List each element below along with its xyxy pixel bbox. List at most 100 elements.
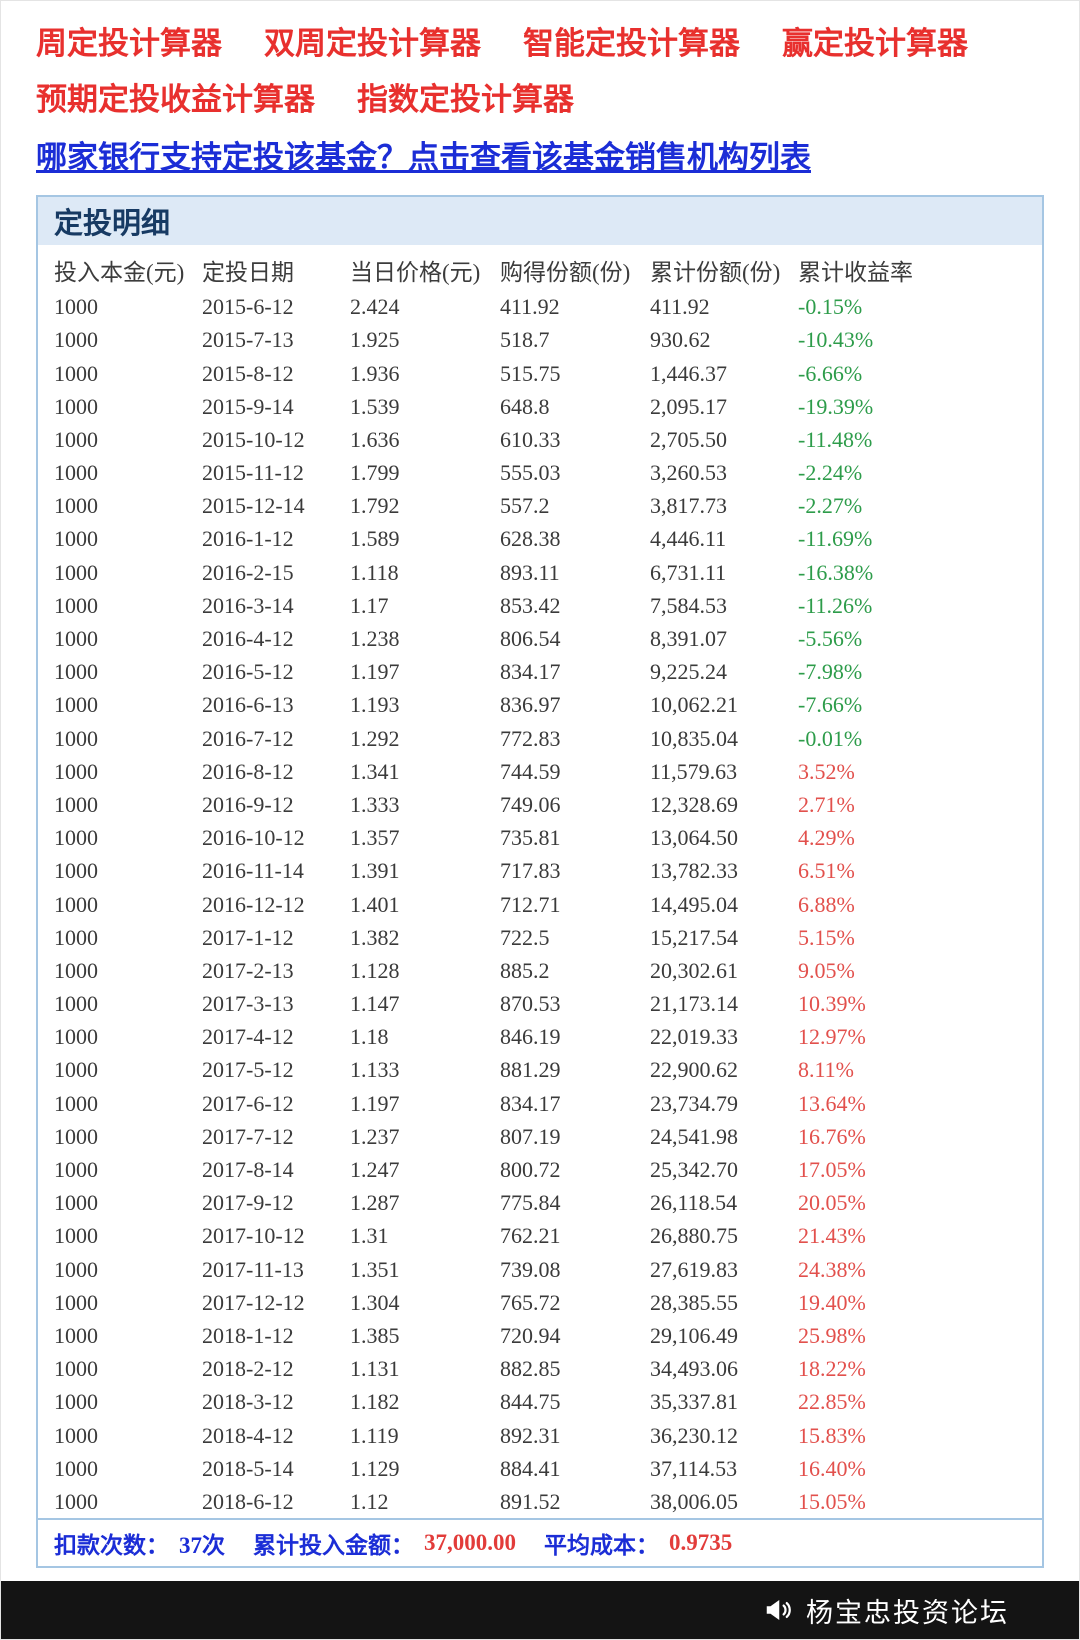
- cell-shares: 765.72: [500, 1289, 561, 1315]
- cell-shares: 885.2: [500, 957, 550, 983]
- cell-price: 1.12: [350, 1488, 389, 1514]
- cell-total-shares: 26,118.54: [650, 1190, 738, 1216]
- cell-date: 2016-9-12: [202, 791, 294, 817]
- cell-shares: 648.8: [500, 393, 550, 419]
- calculator-link[interactable]: 预期定投收益计算器: [36, 81, 315, 117]
- cell-price: 1.197: [350, 659, 400, 685]
- cell-date: 2017-9-12: [202, 1190, 294, 1216]
- cell-return: 24.38%: [798, 1256, 866, 1282]
- cell-date: 2016-12-12: [202, 891, 305, 917]
- cell-date: 2017-12-12: [202, 1289, 305, 1315]
- cell-shares: 891.52: [500, 1488, 561, 1514]
- cell-return: 21.43%: [798, 1223, 866, 1249]
- cell-return: 4.29%: [798, 825, 855, 851]
- cell-date: 2018-3-12: [202, 1389, 294, 1415]
- table-header-row: 投入本金(元) 定投日期 当日价格(元) 购得份额(份) 累计份额(份) 累计收益率: [38, 249, 1042, 291]
- cell-total-shares: 1,446.37: [650, 360, 727, 386]
- cell-total-shares: 27,619.83: [650, 1256, 738, 1282]
- cell-principal: 1000: [54, 493, 98, 519]
- table-row: 1000 2017-5-12 1.133 881.29 22,900.62 8.11%: [38, 1054, 1042, 1087]
- cell-total-shares: 38,006.05: [650, 1488, 738, 1514]
- cell-principal: 1000: [54, 426, 98, 452]
- table-row: 1000 2016-9-12 1.333 749.06 12,328.69 2.71%: [38, 788, 1042, 821]
- header-cell: 投入本金(元): [54, 259, 185, 285]
- cell-return: 18.22%: [798, 1356, 866, 1382]
- cell-return: 15.05%: [798, 1488, 866, 1514]
- cell-shares: 800.72: [500, 1157, 561, 1182]
- cell-date: 2017-11-13: [202, 1256, 304, 1282]
- cell-shares: 806.54: [500, 626, 561, 651]
- table-row: 1000 2016-10-12 1.357 735.81 13,064.50 4.29%: [38, 822, 1042, 855]
- cell-date: 2015-7-13: [202, 327, 294, 353]
- cell-total-shares: 35,337.81: [650, 1389, 738, 1415]
- cell-return: 20.05%: [798, 1190, 866, 1216]
- calculator-link[interactable]: 赢定投计算器: [782, 26, 968, 61]
- cell-date: 2017-10-12: [202, 1223, 305, 1249]
- table-body: 1000 2015-6-12 2.424 411.92 411.92 -0.15% 1000…: [38, 291, 1042, 1519]
- cell-price: 2.424: [350, 294, 400, 320]
- cell-principal: 1000: [54, 1123, 98, 1149]
- cell-date: 2018-6-12: [202, 1488, 294, 1514]
- cell-shares: 844.75: [500, 1389, 561, 1415]
- cell-date: 2015-11-12: [202, 460, 304, 486]
- cell-price: 1.333: [350, 791, 400, 817]
- cell-total-shares: 21,173.14: [650, 991, 738, 1017]
- cell-return: 2.71%: [798, 791, 855, 817]
- cell-price: 1.292: [350, 725, 400, 751]
- cell-return: 16.40%: [798, 1455, 866, 1481]
- table-row: 1000 2018-3-12 1.182 844.75 35,337.81 22.85%: [38, 1386, 1042, 1419]
- calculator-link[interactable]: 智能定投计算器: [523, 26, 740, 61]
- calculator-link[interactable]: 双周定投计算器: [264, 26, 481, 61]
- cell-shares: 884.41: [500, 1455, 561, 1481]
- cell-price: 1.31: [350, 1223, 389, 1249]
- cell-shares: 555.03: [500, 460, 561, 486]
- brand-name: 杨宝忠投资论坛: [806, 1597, 1009, 1628]
- summary-value: 37次: [179, 1533, 225, 1559]
- cell-principal: 1000: [54, 360, 98, 386]
- cell-price: 1.391: [350, 858, 400, 884]
- cell-principal: 1000: [54, 957, 98, 983]
- cell-price: 1.304: [350, 1289, 400, 1315]
- cell-return: 19.40%: [798, 1289, 866, 1315]
- bank-support-link[interactable]: 哪家银行支持定投该基金？点击查看该基金销售机构列表: [36, 139, 811, 175]
- cell-date: 2016-2-15: [202, 559, 294, 585]
- cell-date: 2017-8-14: [202, 1157, 294, 1182]
- cell-price: 1.182: [350, 1389, 400, 1415]
- cell-principal: 1000: [54, 924, 98, 950]
- calculator-link[interactable]: 指数定投计算器: [357, 81, 574, 117]
- cell-return: -16.38%: [798, 559, 874, 585]
- cell-return: -2.27%: [798, 493, 863, 519]
- cell-date: 2016-11-14: [202, 858, 304, 884]
- cell-total-shares: 23,734.79: [650, 1090, 738, 1116]
- cell-principal: 1000: [54, 1289, 98, 1315]
- cell-principal: 1000: [54, 791, 98, 817]
- cell-principal: 1000: [54, 758, 98, 784]
- cell-price: 1.792: [350, 493, 400, 519]
- cell-total-shares: 3,260.53: [650, 460, 727, 486]
- cell-return: 25.98%: [798, 1322, 866, 1348]
- cell-return: 22.85%: [798, 1389, 866, 1415]
- cell-return: 3.52%: [798, 758, 855, 784]
- table-row: 1000 2018-1-12 1.385 720.94 29,106.49 25.98%: [38, 1319, 1042, 1352]
- cell-date: 2015-9-14: [202, 393, 294, 419]
- cell-return: -11.48%: [798, 426, 873, 452]
- cell-total-shares: 930.62: [650, 327, 711, 353]
- cell-total-shares: 7,584.53: [650, 592, 727, 618]
- table-row: 1000 2016-2-15 1.118 893.11 6,731.11 -16.38%: [38, 556, 1042, 589]
- table-row: 1000 2017-10-12 1.31 762.21 26,880.75 21.43%: [38, 1220, 1042, 1253]
- cell-principal: 1000: [54, 659, 98, 685]
- cell-principal: 1000: [54, 1190, 98, 1216]
- cell-return: 12.97%: [798, 1024, 866, 1050]
- cell-principal: 1000: [54, 526, 98, 552]
- cell-total-shares: 36,230.12: [650, 1422, 738, 1448]
- cell-price: 1.925: [350, 327, 400, 353]
- cell-principal: 1000: [54, 1057, 98, 1083]
- table-row: 1000 2016-7-12 1.292 772.83 10,835.04 -0.01%: [38, 722, 1042, 755]
- cell-shares: 846.19: [500, 1024, 561, 1050]
- table-row: 1000 2017-1-12 1.382 722.5 15,217.54 5.15%: [38, 921, 1042, 954]
- cell-return: 10.39%: [798, 991, 866, 1017]
- cell-principal: 1000: [54, 725, 98, 751]
- calculator-link[interactable]: 周定投计算器: [36, 26, 222, 61]
- header-cell: 定投日期: [202, 259, 294, 285]
- header-cell: 累计收益率: [798, 259, 913, 285]
